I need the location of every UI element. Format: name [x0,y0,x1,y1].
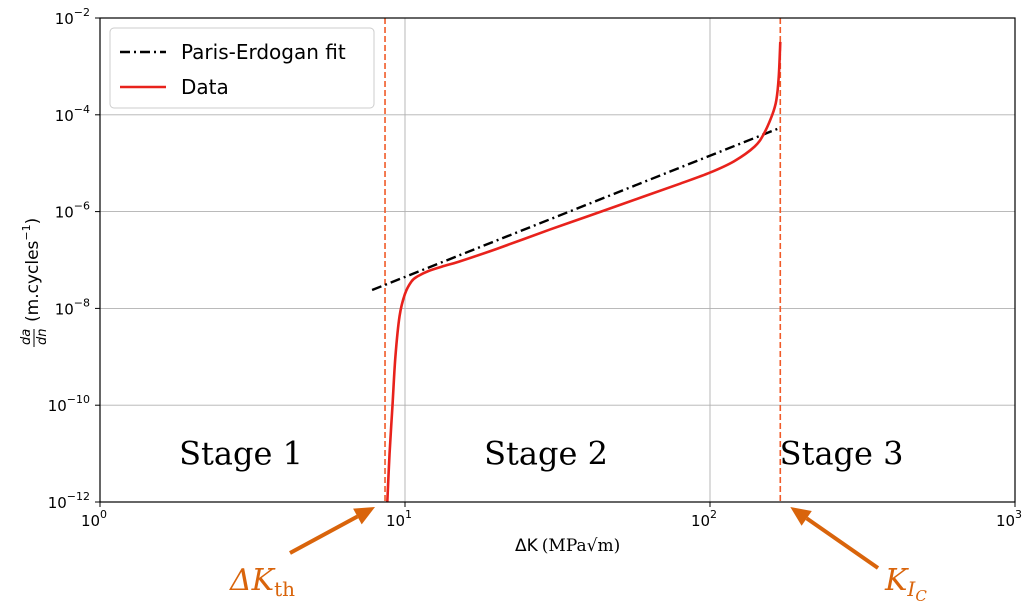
annotation-arrow-shaft [805,516,880,570]
threshold-lines [384,18,782,502]
y-tick-exp: −4 [74,103,90,116]
legend: Paris-Erdogan fit Data [109,27,375,109]
x-tick-exp: 3 [1015,508,1022,521]
x-tick-label: 100 [81,508,107,530]
y-tick-exp: −6 [74,200,90,213]
annotation-sub: th [274,577,295,601]
y-tick-label: 10−4 [55,103,90,125]
x-tick-label: 103 [996,508,1022,530]
y-axis-label: da dn (m.cycles−1) [19,218,50,347]
y-axis-unit-text: (m.cycles [23,240,43,322]
stage-label: Stage 3 [780,435,904,473]
annotation-label: ΔKth [229,563,295,601]
x-tick-base: 10 [996,512,1015,530]
x-axis-unit: MPa√m [548,536,613,556]
annotation-sub: I [906,577,916,601]
y-axis-unit-close: ) [23,218,43,225]
x-tick-base: 10 [81,512,100,530]
annotation-base: ΔK [229,563,276,598]
y-tick-exp: −12 [67,490,90,503]
x-tick-exp: 2 [710,508,717,521]
x-tick-base: 10 [691,512,710,530]
y-tick-label: 10−10 [48,393,90,415]
annotation-base: K [884,563,909,598]
y-tick-label: 10−8 [55,296,90,318]
series-line-fit [371,126,781,292]
stage-label: Stage 2 [484,435,608,473]
y-axis-num: da [19,329,34,345]
y-axis-unit: (m.cycles−1) [20,218,43,322]
y-tick-base: 10 [55,204,74,222]
x-axis-close-paren: ) [614,536,621,556]
y-axis-den: dn [35,329,50,346]
x-tick-exp: 1 [405,508,412,521]
x-axis-label: ΔK (MPa√m) [515,536,620,556]
stage-label: Stage 1 [179,435,303,473]
annotation-layer: ΔKth KIC [229,507,927,603]
y-tick-exp: −2 [74,6,90,19]
x-tick-label: 101 [386,508,412,530]
stage-labels: Stage 1 Stage 2 Stage 3 [179,435,903,473]
y-tick-base: 10 [55,300,74,318]
y-tick-label: 10−6 [55,200,90,222]
x-tick-exp: 0 [100,508,107,521]
y-tick-label: 10−12 [48,490,90,512]
y-tick-exp: −8 [74,296,90,309]
legend-box [109,27,375,109]
series-layer [371,41,782,503]
legend-label-fit: Paris-Erdogan fit [181,40,346,64]
y-axis-unit-exp: −1 [20,224,33,240]
y-tick-base: 10 [48,494,67,512]
x-tick-label: 102 [691,508,717,530]
annotation-arrow-shaft [289,514,359,555]
series-line-data [386,41,782,503]
annotation-arrow-head [353,507,375,525]
annotation-arrow-head [790,507,812,526]
annotation-subsub: C [915,587,927,603]
plot-frame [99,17,1016,503]
x-axis-open-paren: ( [542,536,549,556]
y-tick-label: 10−2 [55,6,90,28]
y-tick-base: 10 [55,10,74,28]
annotation-label: KIC [884,563,927,603]
y-tick-exp: −10 [67,393,90,406]
y-tick-base: 10 [55,107,74,125]
legend-label-data: Data [181,75,229,99]
y-tick-base: 10 [48,397,67,415]
x-axis-symbol: ΔK [515,536,539,556]
x-tick-base: 10 [386,512,405,530]
